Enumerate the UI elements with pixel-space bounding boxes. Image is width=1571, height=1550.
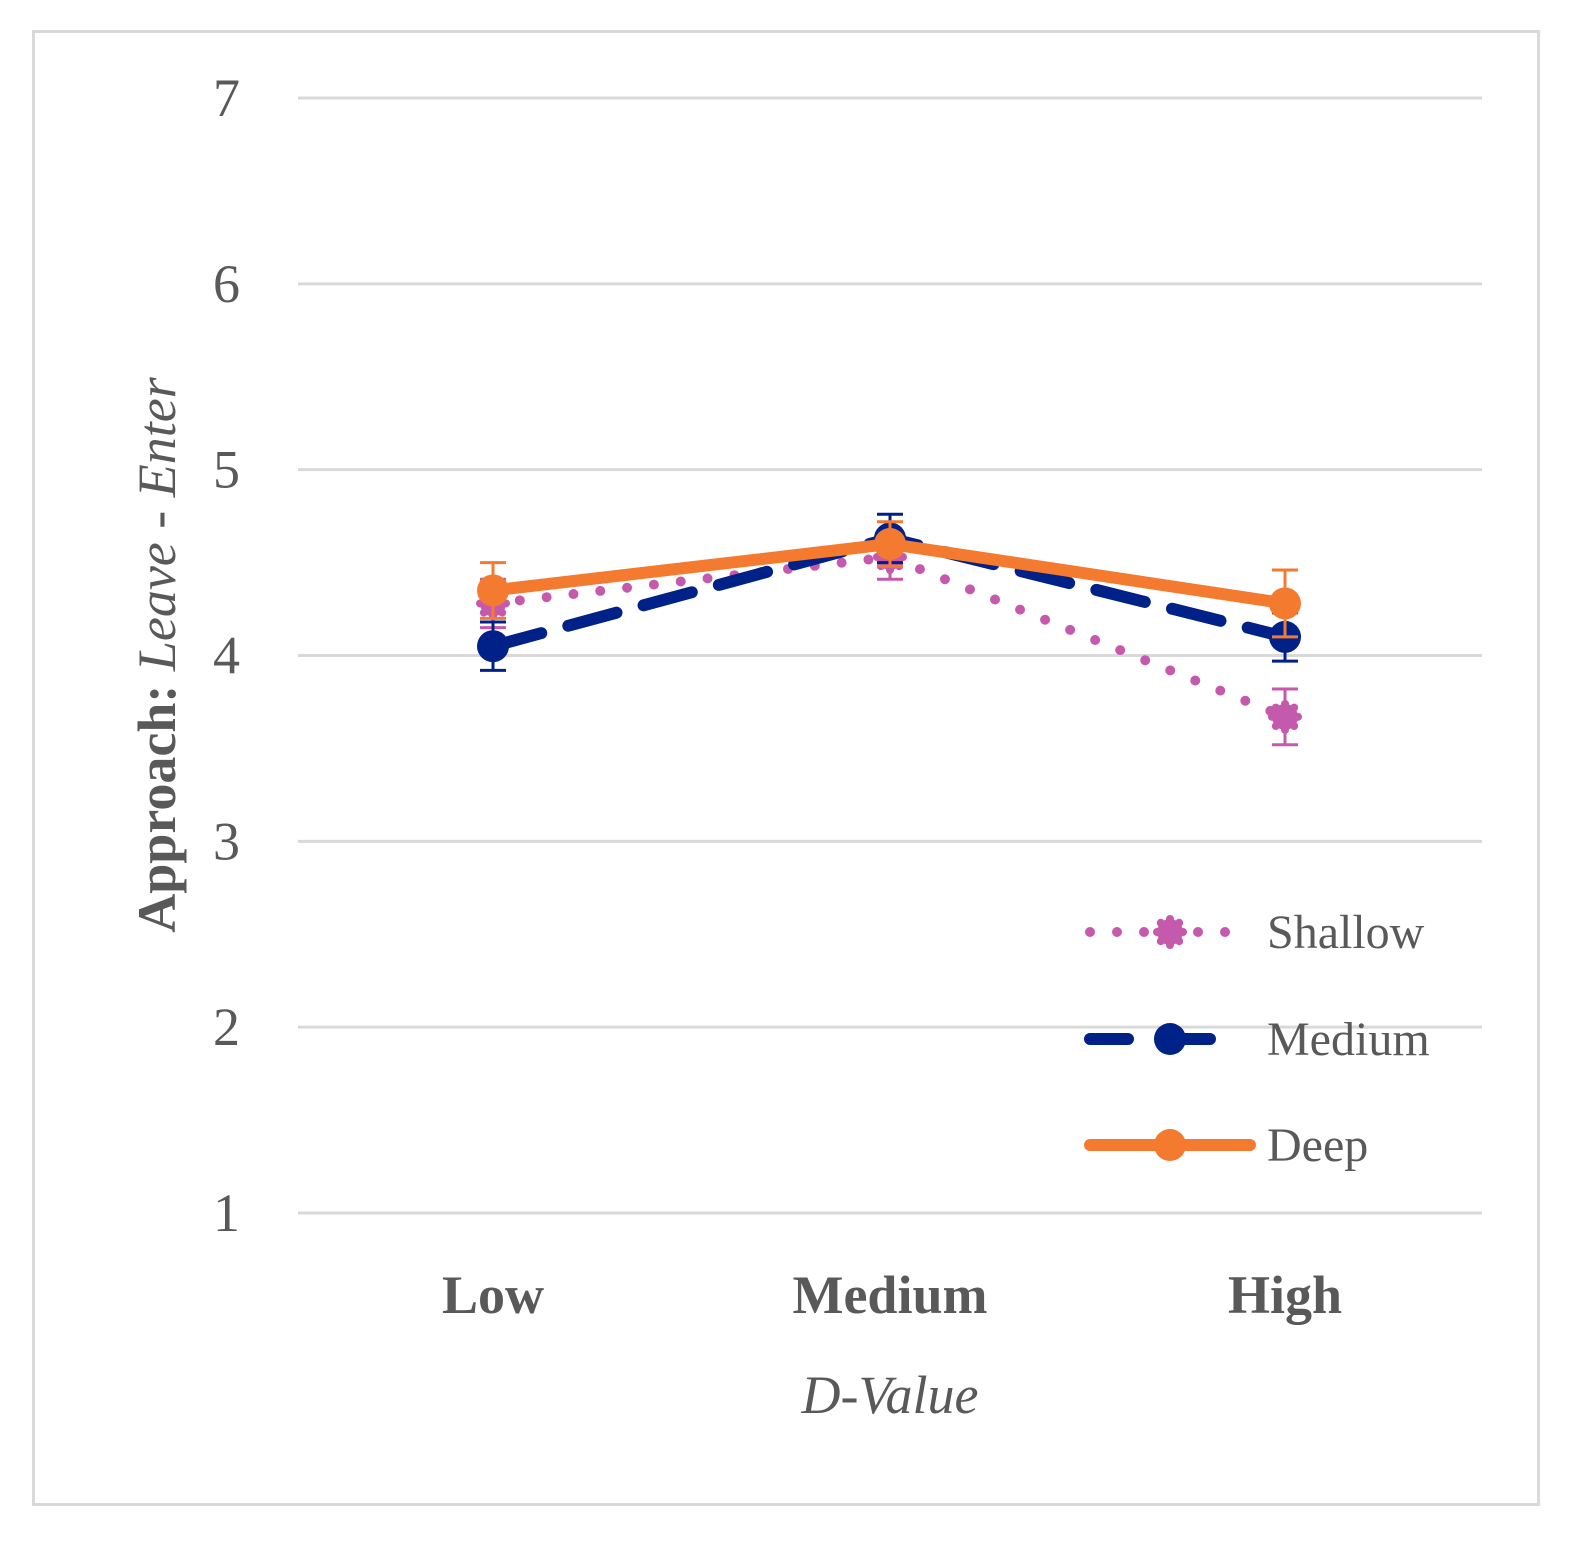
point-deep-low: [477, 574, 509, 607]
legend-label-deep: Deep: [1267, 1119, 1368, 1172]
point-deep-high: [1269, 587, 1301, 620]
legend-marker-medium: [1154, 1023, 1186, 1055]
legend-marker-deep: [1154, 1129, 1186, 1161]
point-medium-low: [477, 630, 509, 663]
legend-item-medium: Medium: [1084, 1013, 1430, 1066]
gridlines: [298, 96, 1482, 1215]
y-tick-label-2: 2: [213, 997, 240, 1057]
x-axis-title: D-Value: [801, 1365, 979, 1425]
y-tick-label-6: 6: [213, 254, 240, 314]
series-layer: [476, 512, 1302, 747]
series-line-shallow: [488, 552, 1290, 722]
y-tick-label-5: 5: [213, 440, 240, 500]
legend-item-deep: Deep: [1084, 1119, 1368, 1172]
y-tick-label-7: 7: [213, 68, 240, 128]
legend-label-medium: Medium: [1267, 1013, 1430, 1066]
legend-label-shallow: Shallow: [1267, 906, 1425, 959]
y-tick-label-1: 1: [213, 1183, 240, 1243]
y-tick-label-3: 3: [213, 811, 240, 871]
x-tick-label-high: High: [1228, 1265, 1342, 1325]
x-tick-label-medium: Medium: [793, 1265, 988, 1325]
chart-frame: [32, 30, 1540, 1506]
x-tick-label-low: Low: [442, 1265, 544, 1325]
legend: Shallow Medium Deep: [1084, 906, 1430, 1172]
y-axis-title-italic: Leave - Enter: [127, 376, 187, 672]
y-axis-title-prefix: Approach:: [127, 671, 187, 933]
x-axis-ticks: Low Medium High: [442, 1265, 1342, 1325]
y-axis-title: Approach: Leave - Enter: [127, 376, 187, 932]
point-deep-medium: [874, 528, 906, 560]
legend-marker-shallow: [1153, 915, 1187, 949]
point-shallow-high: [1268, 699, 1302, 734]
y-tick-label-4: 4: [213, 626, 240, 686]
y-axis-ticks: 1 2 3 4 5 6 7: [213, 68, 240, 1243]
series-deep: [477, 520, 1301, 639]
legend-item-shallow: Shallow: [1085, 906, 1425, 959]
